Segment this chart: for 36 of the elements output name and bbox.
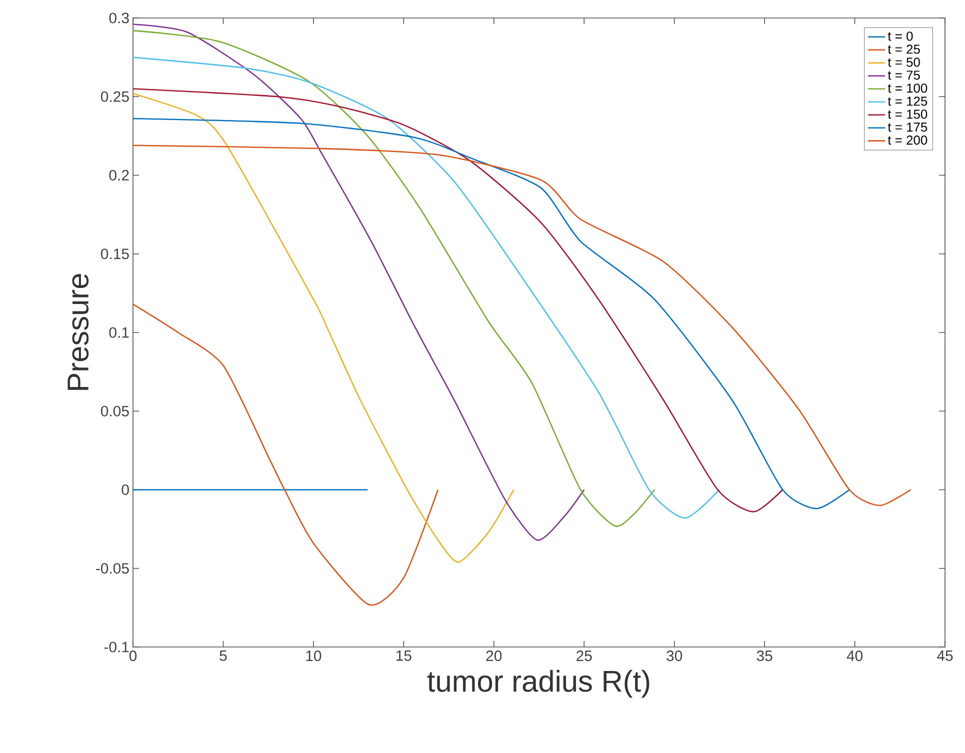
legend-label: t = 125: [888, 96, 928, 106]
x-tick-label: 35: [756, 650, 772, 662]
legend-label: t = 0: [888, 32, 913, 41]
line-series: [132, 24, 585, 541]
legend-label: t = 75: [888, 70, 920, 80]
y-tick-label: 0.3: [109, 12, 129, 24]
y-axis-title: Pressure: [68, 274, 89, 390]
line-series: [132, 92, 514, 563]
x-tick-label: 10: [306, 650, 322, 662]
line-series: [132, 88, 784, 512]
x-tick-label: 40: [846, 650, 863, 662]
line-series: [132, 304, 439, 606]
x-tick-label: 30: [666, 650, 682, 662]
legend-label: t = 100: [888, 84, 928, 93]
y-tick-label: -0.05: [96, 563, 129, 574]
legend-label: t = 25: [888, 44, 920, 54]
x-axis-title: tumor radius R(t): [427, 670, 650, 698]
legend-label: t = 200: [888, 136, 928, 145]
y-tick-label: 0.15: [100, 248, 129, 260]
y-tick-label: -0.1: [104, 642, 129, 652]
y-tick-label: 0.25: [100, 91, 129, 102]
x-tick-label: 0: [129, 650, 137, 662]
legend-label: t = 175: [888, 122, 928, 132]
y-tick-label: 0.05: [100, 406, 129, 416]
line-series: [132, 30, 656, 527]
x-tick-label: 20: [486, 650, 502, 662]
y-tick-label: 0.2: [109, 170, 129, 181]
y-tick-label: 0.1: [109, 327, 129, 338]
x-tick-label: 5: [220, 650, 227, 661]
line-series: [132, 56, 720, 519]
x-tick-label: 45: [937, 650, 953, 661]
y-tick-label: 0: [122, 484, 129, 496]
x-tick-label: 15: [396, 650, 412, 661]
x-tick-label: 25: [576, 650, 592, 662]
legend-label: t = 50: [888, 58, 920, 67]
legend-label: t = 150: [888, 110, 928, 119]
